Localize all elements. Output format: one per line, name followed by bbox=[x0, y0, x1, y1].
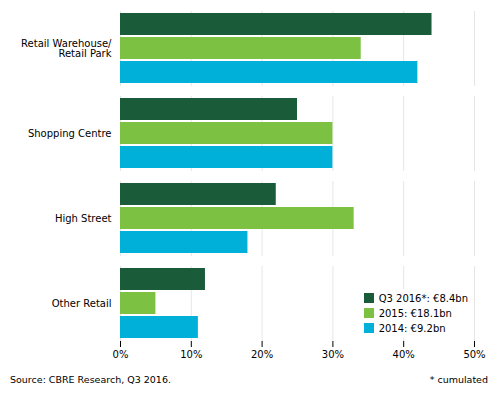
svg-text:Other Retail: Other Retail bbox=[52, 298, 112, 309]
svg-text:0%: 0% bbox=[113, 349, 129, 360]
html-text:Q3 2016*: €8.4bn: Q3 2016*: €8.4bn bbox=[378, 293, 468, 304]
svg-text:10%: 10% bbox=[180, 349, 202, 360]
html-text:2014: €9.2bn: 2014: €9.2bn bbox=[378, 323, 446, 334]
svg-text:Retail Warehouse/Retail Park: Retail Warehouse/Retail Park bbox=[21, 38, 112, 59]
svg-text:High Street: High Street bbox=[55, 213, 112, 224]
svg-text:30%: 30% bbox=[322, 349, 344, 360]
svg-text:40%: 40% bbox=[393, 349, 415, 360]
html-text:Source: CBRE Research, Q3 2016: Source: CBRE Research, Q3 2016. bbox=[10, 374, 171, 385]
svg-text:50%: 50% bbox=[463, 349, 485, 360]
html-text:* cumulated: * cumulated bbox=[429, 374, 488, 385]
html-text:2015: €18.1bn: 2015: €18.1bn bbox=[378, 308, 452, 319]
svg-text:Shopping Centre: Shopping Centre bbox=[28, 128, 112, 139]
svg-text:20%: 20% bbox=[251, 349, 273, 360]
